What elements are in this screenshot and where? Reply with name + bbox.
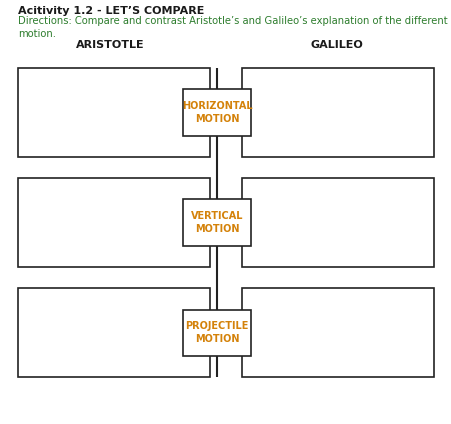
FancyBboxPatch shape: [183, 310, 250, 356]
FancyBboxPatch shape: [18, 288, 210, 377]
FancyBboxPatch shape: [183, 89, 250, 136]
Text: PROJECTILE
MOTION: PROJECTILE MOTION: [185, 321, 248, 344]
FancyBboxPatch shape: [183, 199, 250, 246]
Text: Directions: Compare and contrast Aristotle’s and Galileo’s explanation of the di: Directions: Compare and contrast Aristot…: [18, 16, 451, 39]
Text: GALILEO: GALILEO: [310, 39, 362, 50]
FancyBboxPatch shape: [241, 178, 433, 267]
Text: Acitivity 1.2 - LET’S COMPARE: Acitivity 1.2 - LET’S COMPARE: [18, 6, 204, 17]
Text: VERTICAL
MOTION: VERTICAL MOTION: [190, 211, 243, 234]
FancyBboxPatch shape: [18, 68, 210, 157]
Text: HORIZONTAL
MOTION: HORIZONTAL MOTION: [181, 101, 252, 124]
FancyBboxPatch shape: [241, 288, 433, 377]
FancyBboxPatch shape: [18, 178, 210, 267]
FancyBboxPatch shape: [241, 68, 433, 157]
Text: ARISTOTLE: ARISTOTLE: [76, 39, 145, 50]
